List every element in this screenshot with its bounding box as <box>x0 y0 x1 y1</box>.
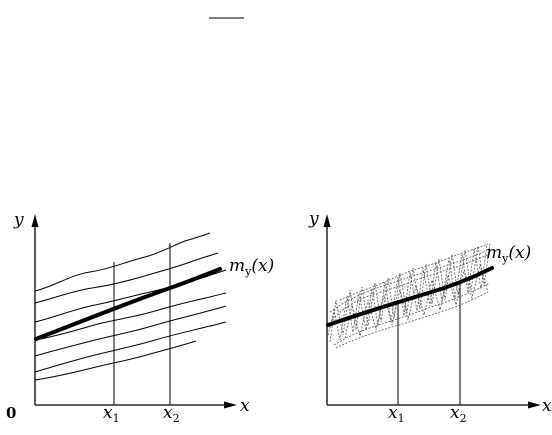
left-x-axis-arrow <box>224 401 237 409</box>
left-y-axis-arrow <box>31 214 39 227</box>
left-mean-curve <box>34 267 222 341</box>
left-realization-2 <box>34 252 219 304</box>
left-x2-label: x2 <box>163 403 180 425</box>
right-x-label: x <box>542 396 552 416</box>
right-x-axis-arrow <box>528 401 541 409</box>
right-panel: y x x1 x2 my(x) <box>308 209 552 425</box>
left-realization-5 <box>34 305 227 357</box>
right-x1-label: x1 <box>388 403 405 425</box>
right-mean-label: my(x) <box>486 243 531 265</box>
right-mean-curve <box>326 266 494 327</box>
left-x-label: x <box>240 396 250 416</box>
left-realization-1 <box>34 232 211 292</box>
left-realization-4 <box>34 292 227 341</box>
right-x2-label: x2 <box>450 403 467 425</box>
left-x1-label: x1 <box>103 403 120 425</box>
left-origin-label: 0 <box>6 404 16 422</box>
left-panel: y x 0 x1 x2 my(x) <box>6 210 274 425</box>
right-y-label: y <box>308 209 319 229</box>
right-realizations-band <box>327 242 491 349</box>
left-realization-7 <box>34 340 197 381</box>
left-y-label: y <box>13 210 24 230</box>
left-realization-6 <box>34 321 227 373</box>
left-mean-label: my(x) <box>229 256 274 278</box>
left-realization-3 <box>34 269 227 323</box>
right-y-axis-arrow <box>323 214 331 227</box>
